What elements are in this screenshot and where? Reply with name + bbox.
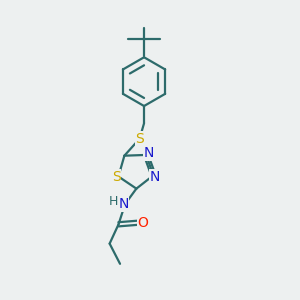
Text: N: N [118, 197, 129, 211]
Text: N: N [144, 146, 154, 161]
Text: H: H [109, 195, 119, 208]
Text: S: S [135, 132, 144, 146]
Text: N: N [150, 170, 160, 184]
Text: S: S [112, 169, 120, 184]
Text: O: O [137, 216, 148, 230]
